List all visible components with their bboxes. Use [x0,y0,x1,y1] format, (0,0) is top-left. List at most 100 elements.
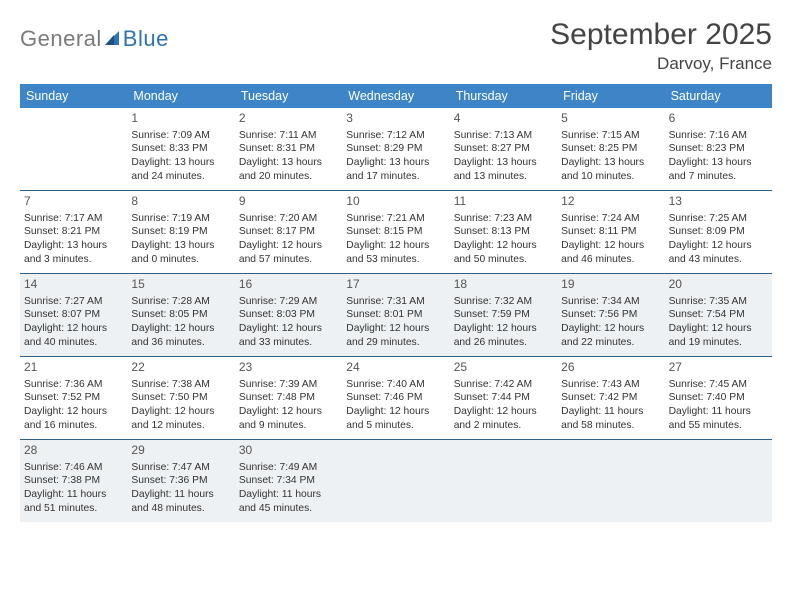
daylight-text: Daylight: 13 hours and 24 minutes. [131,156,230,183]
sunset-text: Sunset: 7:40 PM [669,391,768,405]
calendar-cell: 20Sunrise: 7:35 AMSunset: 7:54 PMDayligh… [665,274,772,356]
sunset-text: Sunset: 7:50 PM [131,391,230,405]
calendar-cell: 11Sunrise: 7:23 AMSunset: 8:13 PMDayligh… [450,191,557,273]
sunrise-text: Sunrise: 7:24 AM [561,212,660,226]
sunset-text: Sunset: 7:44 PM [454,391,553,405]
day-number: 16 [239,277,338,293]
calendar-cell: 15Sunrise: 7:28 AMSunset: 8:05 PMDayligh… [127,274,234,356]
day-number: 27 [669,360,768,376]
calendar: Sunday Monday Tuesday Wednesday Thursday… [20,84,772,522]
daylight-text: Daylight: 12 hours and 40 minutes. [24,322,123,349]
daylight-text: Daylight: 12 hours and 29 minutes. [346,322,445,349]
calendar-cell: 1Sunrise: 7:09 AMSunset: 8:33 PMDaylight… [127,108,234,190]
day-number: 19 [561,277,660,293]
day-number: 24 [346,360,445,376]
day-number: 30 [239,443,338,459]
day-number: 5 [561,111,660,127]
sunrise-text: Sunrise: 7:09 AM [131,129,230,143]
calendar-cell: 9Sunrise: 7:20 AMSunset: 8:17 PMDaylight… [235,191,342,273]
day-number: 9 [239,194,338,210]
calendar-cell: 30Sunrise: 7:49 AMSunset: 7:34 PMDayligh… [235,440,342,522]
daylight-text: Daylight: 12 hours and 33 minutes. [239,322,338,349]
day-number: 11 [454,194,553,210]
daylight-text: Daylight: 12 hours and 19 minutes. [669,322,768,349]
sunrise-text: Sunrise: 7:42 AM [454,378,553,392]
day-number: 12 [561,194,660,210]
sunset-text: Sunset: 8:07 PM [24,308,123,322]
daylight-text: Daylight: 12 hours and 43 minutes. [669,239,768,266]
sunset-text: Sunset: 8:19 PM [131,225,230,239]
header-tuesday: Tuesday [235,84,342,108]
calendar-cell: 21Sunrise: 7:36 AMSunset: 7:52 PMDayligh… [20,357,127,439]
day-number: 6 [669,111,768,127]
sunrise-text: Sunrise: 7:15 AM [561,129,660,143]
daylight-text: Daylight: 12 hours and 26 minutes. [454,322,553,349]
calendar-cell: 26Sunrise: 7:43 AMSunset: 7:42 PMDayligh… [557,357,664,439]
calendar-cell: 10Sunrise: 7:21 AMSunset: 8:15 PMDayligh… [342,191,449,273]
daylight-text: Daylight: 13 hours and 20 minutes. [239,156,338,183]
calendar-cell [450,440,557,522]
daylight-text: Daylight: 12 hours and 50 minutes. [454,239,553,266]
daylight-text: Daylight: 13 hours and 3 minutes. [24,239,123,266]
calendar-cell [342,440,449,522]
day-number: 13 [669,194,768,210]
calendar-cell: 22Sunrise: 7:38 AMSunset: 7:50 PMDayligh… [127,357,234,439]
sunrise-text: Sunrise: 7:25 AM [669,212,768,226]
sunset-text: Sunset: 7:54 PM [669,308,768,322]
calendar-week: 28Sunrise: 7:46 AMSunset: 7:38 PMDayligh… [20,440,772,522]
sunset-text: Sunset: 8:13 PM [454,225,553,239]
calendar-week: 21Sunrise: 7:36 AMSunset: 7:52 PMDayligh… [20,357,772,440]
calendar-cell: 12 Sunrise: 7:24 AMSunset: 8:11 PMDayligh… [557,191,664,273]
month-title: September 2025 [550,18,772,52]
daylight-text: Daylight: 13 hours and 7 minutes. [669,156,768,183]
header-wednesday: Wednesday [342,84,449,108]
calendar-cell: 27Sunrise: 7:45 AMSunset: 7:40 PMDayligh… [665,357,772,439]
day-number: 8 [131,194,230,210]
daylight-text: Daylight: 12 hours and 2 minutes. [454,405,553,432]
sunset-text: Sunset: 7:36 PM [131,474,230,488]
calendar-cell: 13Sunrise: 7:25 AMSunset: 8:09 PMDayligh… [665,191,772,273]
sunrise-text: Sunrise: 7:31 AM [346,295,445,309]
day-number: 29 [131,443,230,459]
daylight-text: Daylight: 11 hours and 45 minutes. [239,488,338,515]
sunrise-text: Sunrise: 7:16 AM [669,129,768,143]
logo-word1: General [20,26,102,52]
logo-word2: Blue [123,26,169,52]
calendar-week: 7Sunrise: 7:17 AMSunset: 8:21 PMDaylight… [20,191,772,274]
sunrise-text: Sunrise: 7:20 AM [239,212,338,226]
day-number: 17 [346,277,445,293]
day-number: 10 [346,194,445,210]
sunrise-text: Sunrise: 7:11 AM [239,129,338,143]
daylight-text: Daylight: 12 hours and 46 minutes. [561,239,660,266]
daylight-text: Daylight: 13 hours and 13 minutes. [454,156,553,183]
calendar-cell: 3Sunrise: 7:12 AMSunset: 8:29 PMDaylight… [342,108,449,190]
sunset-text: Sunset: 8:31 PM [239,142,338,156]
sunrise-text: Sunrise: 7:45 AM [669,378,768,392]
calendar-cell [665,440,772,522]
day-number: 4 [454,111,553,127]
daylight-text: Daylight: 11 hours and 51 minutes. [24,488,123,515]
daylight-text: Daylight: 12 hours and 16 minutes. [24,405,123,432]
sunrise-text: Sunrise: 7:38 AM [131,378,230,392]
day-number: 21 [24,360,123,376]
calendar-cell: 5Sunrise: 7:15 AMSunset: 8:25 PMDaylight… [557,108,664,190]
daylight-text: Daylight: 11 hours and 48 minutes. [131,488,230,515]
sunset-text: Sunset: 7:56 PM [561,308,660,322]
sunset-text: Sunset: 7:42 PM [561,391,660,405]
daylight-text: Daylight: 13 hours and 0 minutes. [131,239,230,266]
day-number: 20 [669,277,768,293]
calendar-cell: 8Sunrise: 7:19 AMSunset: 8:19 PMDaylight… [127,191,234,273]
sunrise-text: Sunrise: 7:17 AM [24,212,123,226]
day-number: 3 [346,111,445,127]
calendar-cell: 25Sunrise: 7:42 AMSunset: 7:44 PMDayligh… [450,357,557,439]
calendar-cell [557,440,664,522]
day-number: 15 [131,277,230,293]
daylight-text: Daylight: 11 hours and 58 minutes. [561,405,660,432]
sunset-text: Sunset: 8:11 PM [561,225,660,239]
logo-sail-icon [104,30,122,51]
daylight-text: Daylight: 12 hours and 12 minutes. [131,405,230,432]
sunset-text: Sunset: 8:29 PM [346,142,445,156]
sunset-text: Sunset: 7:48 PM [239,391,338,405]
sunset-text: Sunset: 8:33 PM [131,142,230,156]
sunrise-text: Sunrise: 7:43 AM [561,378,660,392]
